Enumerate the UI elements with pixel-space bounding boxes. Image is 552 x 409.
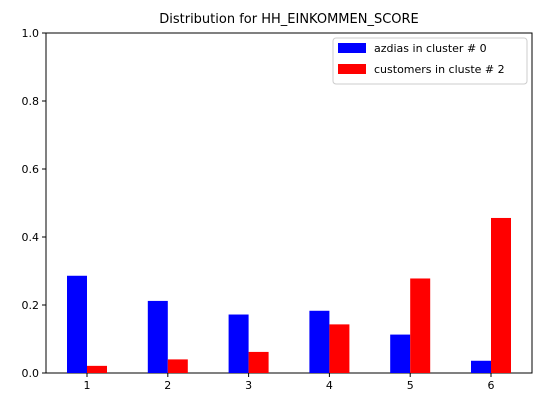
- plot-area: 0.0 0.2 0.4 0.6 0.8 1.0 1 2 3 4 5 6: [22, 27, 533, 392]
- bars-layer: [67, 217, 511, 373]
- bar-azdias-5: [390, 334, 411, 373]
- y-tick-label: 0.4: [22, 231, 40, 244]
- bar-customers-5: [410, 278, 431, 373]
- bar-customers-6: [491, 217, 511, 373]
- chart-title: Distribution for HH_EINKOMMEN_SCORE: [159, 12, 419, 27]
- y-tick-label: 0.8: [22, 95, 40, 108]
- bar-customers-1: [87, 365, 107, 373]
- bar-azdias-3: [228, 314, 249, 373]
- y-tick-label: 1.0: [22, 27, 40, 40]
- x-tick-label: 1: [84, 379, 91, 392]
- y-tick-label: 0.2: [22, 299, 40, 312]
- legend-box: [332, 37, 528, 85]
- bar-azdias-6: [471, 360, 491, 373]
- bar-customers-4: [329, 324, 350, 373]
- bar-azdias-2: [147, 300, 168, 373]
- bar-customers-2: [167, 359, 188, 373]
- legend-label-azdias: azdias in cluster # 0: [374, 42, 487, 55]
- y-axis: 0.0 0.2 0.4 0.6 0.8 1.0: [22, 27, 46, 380]
- plot-frame: [45, 32, 533, 374]
- y-tick-label: 0.6: [22, 163, 40, 176]
- x-tick-label: 5: [407, 379, 414, 392]
- legend: azdias in cluster # 0 customers in clust…: [332, 37, 528, 85]
- y-tick-label: 0.0: [22, 367, 40, 380]
- legend-swatch-azdias: [338, 43, 366, 53]
- legend-label-customers: customers in cluste # 2: [374, 63, 505, 76]
- x-tick-label: 6: [488, 379, 495, 392]
- bar-customers-3: [248, 351, 269, 373]
- x-tick-label: 2: [164, 379, 171, 392]
- bar-azdias-1: [67, 275, 87, 373]
- x-axis: 1 2 3 4 5 6: [84, 373, 495, 392]
- x-tick-label: 3: [245, 379, 252, 392]
- legend-swatch-customers: [338, 64, 366, 74]
- bar-azdias-4: [309, 310, 330, 373]
- x-tick-label: 4: [326, 379, 333, 392]
